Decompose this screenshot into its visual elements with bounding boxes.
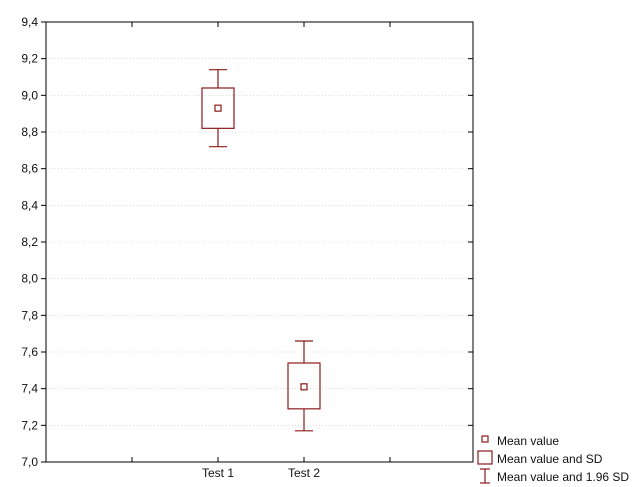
- legend-label: Mean value: [497, 434, 559, 448]
- y-tick-label: 7,4: [21, 382, 38, 396]
- box-2: [287, 340, 321, 432]
- sd-box: [201, 87, 235, 129]
- y-tick-label: 8,2: [21, 235, 38, 249]
- legend-mean-icon: [481, 435, 489, 443]
- y-tick-label: 9,0: [21, 88, 38, 102]
- x-axis: Test 1 Test 2: [131, 22, 391, 480]
- y-tick-label: 9,4: [21, 15, 38, 29]
- y-tick-label: 9,2: [21, 52, 38, 66]
- chart-marks: [201, 69, 321, 432]
- x-tick-label: Test 2: [288, 466, 320, 480]
- y-tick-label: 7,2: [21, 418, 38, 432]
- y-tick-label: 8,8: [21, 125, 38, 139]
- legend-sd-icon: [477, 450, 493, 465]
- y-tick-label: 7,0: [21, 455, 38, 469]
- legend-label: Mean value and SD: [497, 452, 603, 466]
- x-tick-label: Test 1: [202, 466, 234, 480]
- grid-lines: [46, 58, 473, 426]
- y-tick-label: 7,8: [21, 308, 38, 322]
- legend: Mean value Mean value and SD Mean value an…: [477, 434, 629, 484]
- mean-marker: [214, 104, 222, 112]
- box-1: [201, 69, 235, 148]
- y-tick-label: 8,4: [21, 198, 38, 212]
- mean-marker: [300, 383, 308, 391]
- y-tick-label: 8,0: [21, 272, 38, 286]
- y-tick-label: 8,6: [21, 162, 38, 176]
- y-axis: 7,0 7,2 7,4 7,6 7,8 8,0 8,2 8,4 8,6 8,8 9,0 9,2 9,4: [21, 15, 473, 469]
- y-tick-label: 7,6: [21, 345, 38, 359]
- sd-box: [287, 362, 321, 410]
- legend-label: Mean value and 1.96 SD: [497, 470, 629, 484]
